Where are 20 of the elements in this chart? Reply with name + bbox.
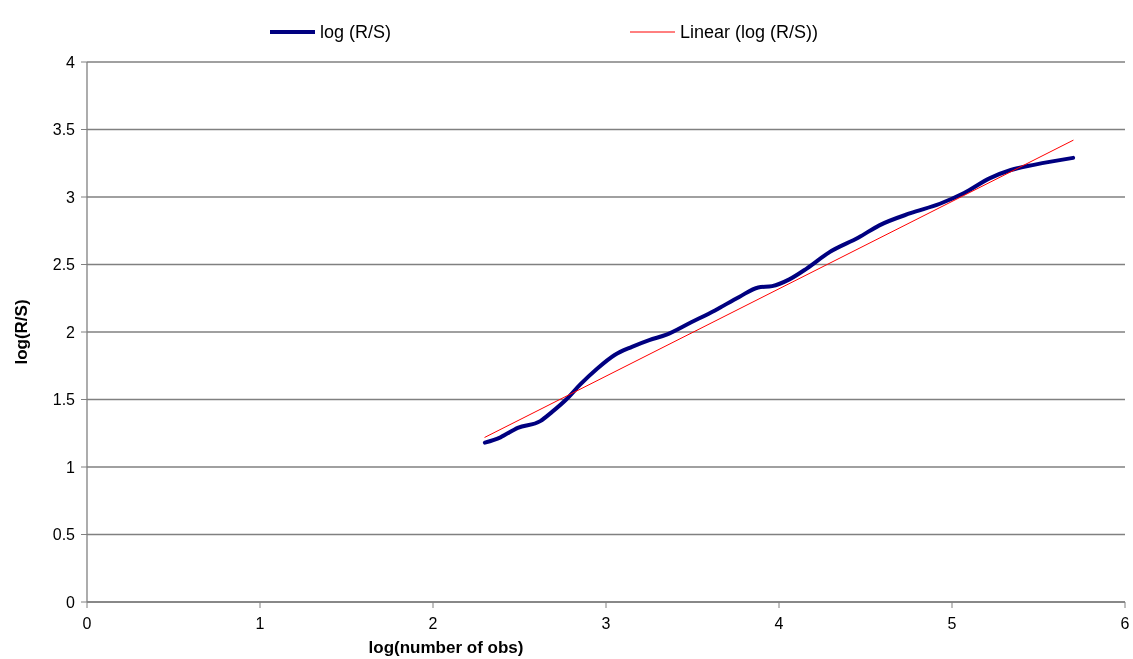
y-tick-label: 3.5 [52,121,76,139]
x-tick-label: 5 [947,615,957,632]
x-tick-label: 4 [774,615,784,632]
x-tick-label: 6 [1120,615,1130,632]
x-tick-label: 2 [428,615,438,632]
legend-label: Linear (log (R/S)) [680,22,819,43]
y-tick-label: 3 [66,188,76,206]
y-axis-title: log(R/S) [12,299,31,365]
legend-label: log (R/S) [320,22,392,43]
x-tick-label: 0 [82,615,92,632]
x-tick-label: 1 [255,615,265,632]
y-tick-label: 4 [66,53,76,71]
y-tick-label: 1 [66,458,76,476]
x-tick-label: 3 [601,615,611,632]
y-tick-label: 2.5 [52,256,76,274]
y-tick-label: 0 [66,593,76,611]
y-tick-label: 2 [66,323,76,341]
y-tick-label: 1.5 [52,391,76,409]
y-tick-label: 0.5 [52,526,76,544]
x-axis-title: log(number of obs) [368,638,524,657]
